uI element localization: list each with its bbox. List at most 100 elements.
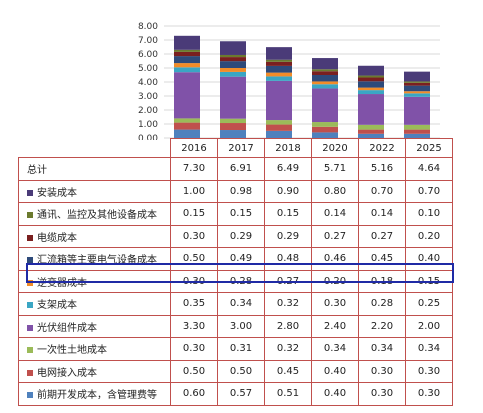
data-label: 0.29 [264,224,312,248]
bar-segment [220,130,246,138]
data-label: 0.25 [405,292,453,316]
bar-segment [220,123,246,131]
data-label: 5.71 [311,157,359,181]
bar-segment [404,133,430,138]
data-label: 3.30 [170,314,218,338]
y-tick-label: 8.00 [138,22,158,32]
bar-segment [174,56,200,64]
bar-segment [358,129,384,134]
data-label: 0.40 [311,359,359,383]
data-label: 1.00 [170,179,218,203]
data-label: 0.15 [264,202,312,226]
bar-segment [174,49,200,52]
data-label: 0.70 [405,179,453,203]
y-tick-label: 2.00 [138,106,158,116]
bar-segment [312,69,338,72]
bar-segment [312,88,338,123]
data-label: 0.46 [311,247,359,271]
data-label: 0.32 [264,292,312,316]
data-label: 0.40 [405,247,453,271]
data-label: 4.64 [405,157,453,181]
data-label: 0.80 [311,179,359,203]
table-row: 一次性土地成本 0.30 0.31 0.32 0.34 0.34 0.34 [18,337,453,361]
data-label: 0.98 [217,179,265,203]
data-label: 0.50 [170,247,218,271]
data-label: 2.00 [405,314,453,338]
table-row: 前期开发成本，含管理费等 0.60 0.57 0.51 0.40 0.30 0.30 [18,382,453,406]
legend-entry: 通讯、监控及其他设备成本 [18,202,171,226]
bar-segment [358,124,384,130]
y-tick-label: 7.00 [138,36,158,46]
legend-label: 一次性土地成本 [37,345,107,357]
data-label: 0.29 [217,224,265,248]
legend-label: 逆变器成本 [37,277,87,289]
x-tick-label: 2022 [358,138,406,158]
bar-segment [266,72,292,77]
data-label: 0.51 [264,382,312,406]
y-tick-label: 6.00 [138,50,158,60]
legend-swatch [27,347,33,354]
legend-label: 电缆成本 [37,232,77,244]
data-label: 0.57 [217,382,265,406]
bar-segment [358,65,384,76]
bar-segment [220,57,246,62]
legend-swatch [27,212,33,219]
table-row: 汇流箱等主要电气设备成本 0.50 0.49 0.48 0.46 0.45 0.40 [18,247,453,271]
data-label: 0.50 [217,359,265,383]
y-tick-label: 4.00 [138,78,158,88]
data-label: 0.48 [264,247,312,271]
data-label: 0.49 [217,247,265,271]
data-label: 0.32 [264,337,312,361]
legend-swatch [27,234,33,241]
legend-entry: 电网接入成本 [18,359,171,383]
data-label: 5.16 [358,157,406,181]
table-row: 电网接入成本 0.50 0.50 0.45 0.40 0.30 0.30 [18,359,453,383]
data-label: 0.27 [358,224,406,248]
x-tick-label: 2020 [311,138,359,158]
bar-segment [174,129,200,138]
bar-segment [404,96,430,125]
legend-entry: 光伏组件成本 [18,314,171,338]
bar-segment [358,81,384,88]
legend-entry: 支架成本 [18,292,171,316]
data-label: 0.15 [170,202,218,226]
y-tick-label: 3.00 [138,92,158,102]
data-label: 0.45 [264,359,312,383]
data-label: 0.27 [311,224,359,248]
bar-segment [174,63,200,68]
data-label: 0.30 [405,359,453,383]
legend-swatch [27,302,33,309]
bar-segment [266,47,292,60]
legend-swatch [27,257,33,264]
data-label: 0.15 [217,202,265,226]
legend-entry: 一次性土地成本 [18,337,171,361]
legend-swatch [27,279,33,286]
data-label: 0.28 [358,292,406,316]
table-row: 支架成本 0.35 0.34 0.32 0.30 0.28 0.25 [18,292,453,316]
stacked-bar-plot: 0.00 1.00 2.00 3.00 4.00 5.00 6.00 7.00 8.00 [138,22,440,140]
data-label: 2.80 [264,314,312,338]
bar-segment [312,58,338,70]
data-label: 6.91 [217,157,265,181]
bar-segment [404,93,430,97]
bar-segment [404,129,430,134]
data-label: 3.00 [217,314,265,338]
bar-segment [174,35,200,50]
table-row: 逆变器成本 0.30 0.28 0.27 0.20 0.18 0.15 [18,269,453,293]
bar-segment [404,85,430,92]
bar-segment [312,75,338,82]
data-label: 0.14 [311,202,359,226]
data-label: 0.15 [405,269,453,293]
data-label: 7.30 [170,157,218,181]
data-label: 0.60 [170,382,218,406]
data-label: 0.14 [358,202,406,226]
bar-segment [266,130,292,138]
bar-segment [220,76,246,119]
bar-segment [312,81,338,85]
legend-entry: 安装成本 [18,179,171,203]
legend-label: 支架成本 [37,300,77,312]
data-label: 0.31 [217,337,265,361]
bar-segment [358,133,384,138]
row-label-text: 总计 [27,165,47,177]
x-tick-label: 2025 [405,138,453,158]
